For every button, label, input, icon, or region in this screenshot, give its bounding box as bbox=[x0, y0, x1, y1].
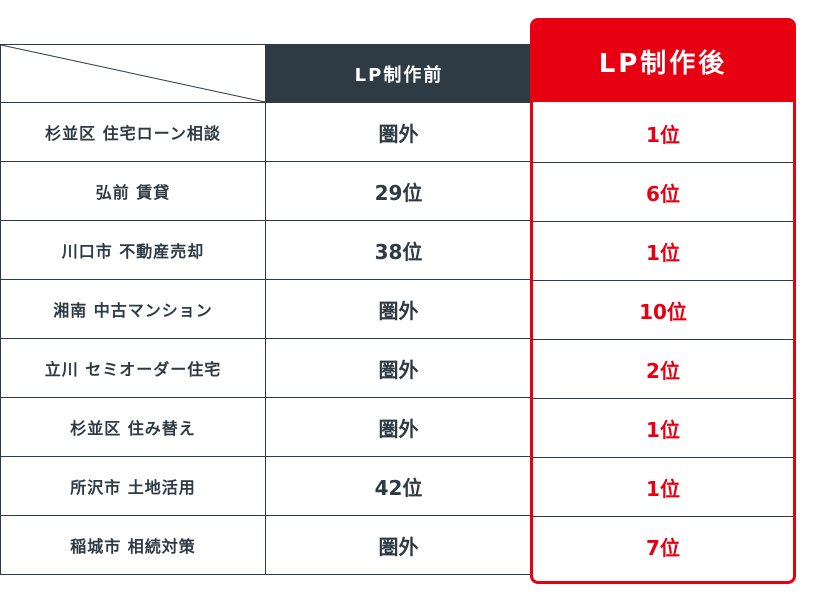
after-rank-cell: 7位 bbox=[646, 536, 680, 560]
ranking-table: LP制作前 杉並区 住宅ローン相談 圏外 弘前 賃貸 29位 川口市 不動産売却… bbox=[0, 44, 533, 575]
table-row: 弘前 賃貸 29位 bbox=[1, 162, 533, 221]
keyword-cell: 立川 セミオーダー住宅 bbox=[1, 339, 266, 398]
keyword-cell: 杉並区 住宅ローン相談 bbox=[1, 103, 266, 162]
before-rank-cell: 29位 bbox=[266, 162, 532, 221]
keyword-cell: 稲城市 相続対策 bbox=[1, 516, 266, 575]
before-rank-cell: 圏外 bbox=[266, 280, 532, 339]
keyword-cell: 弘前 賃貸 bbox=[1, 162, 266, 221]
table-row: 稲城市 相続対策 圏外 bbox=[1, 516, 533, 575]
before-rank-cell: 圏外 bbox=[266, 339, 532, 398]
after-column-panel: LP制作後 1位 6位 1位 10位 2位 1位 1位 7位 bbox=[530, 18, 796, 584]
after-rank-cell: 1位 bbox=[533, 104, 793, 163]
diagonal-divider bbox=[1, 45, 266, 103]
keyword-cell: 杉並区 住み替え bbox=[1, 398, 266, 457]
before-rank-cell: 42位 bbox=[266, 457, 532, 516]
after-rank-cell: 1位 bbox=[533, 222, 793, 281]
keyword-cell: 湘南 中古マンション bbox=[1, 280, 266, 339]
table-row: 所沢市 土地活用 42位 bbox=[1, 457, 533, 516]
table-row: 立川 セミオーダー住宅 圏外 bbox=[1, 339, 533, 398]
table-header-row: LP制作前 bbox=[1, 45, 533, 103]
after-rank-cell: 1位 bbox=[533, 399, 793, 458]
table-row: 川口市 不動産売却 38位 bbox=[1, 221, 533, 280]
keyword-cell: 所沢市 土地活用 bbox=[1, 457, 266, 516]
table-row: 杉並区 住宅ローン相談 圏外 bbox=[1, 103, 533, 162]
after-column-header: LP制作後 bbox=[533, 21, 793, 102]
before-rank-cell: 圏外 bbox=[266, 516, 532, 575]
corner-cell bbox=[1, 45, 266, 103]
before-rank-cell: 38位 bbox=[266, 221, 532, 280]
before-rank-cell: 圏外 bbox=[266, 398, 532, 457]
after-rank-cell: 6位 bbox=[533, 163, 793, 222]
after-rank-cell: 10位 bbox=[533, 281, 793, 340]
before-rank-cell: 圏外 bbox=[266, 103, 532, 162]
table-row: 杉並区 住み替え 圏外 bbox=[1, 398, 533, 457]
before-column-header: LP制作前 bbox=[266, 45, 532, 103]
after-rank-cell: 2位 bbox=[533, 340, 793, 399]
table-row: 湘南 中古マンション 圏外 bbox=[1, 280, 533, 339]
keyword-cell: 川口市 不動産売却 bbox=[1, 221, 266, 280]
after-rank-cell: 1位 bbox=[533, 458, 793, 517]
